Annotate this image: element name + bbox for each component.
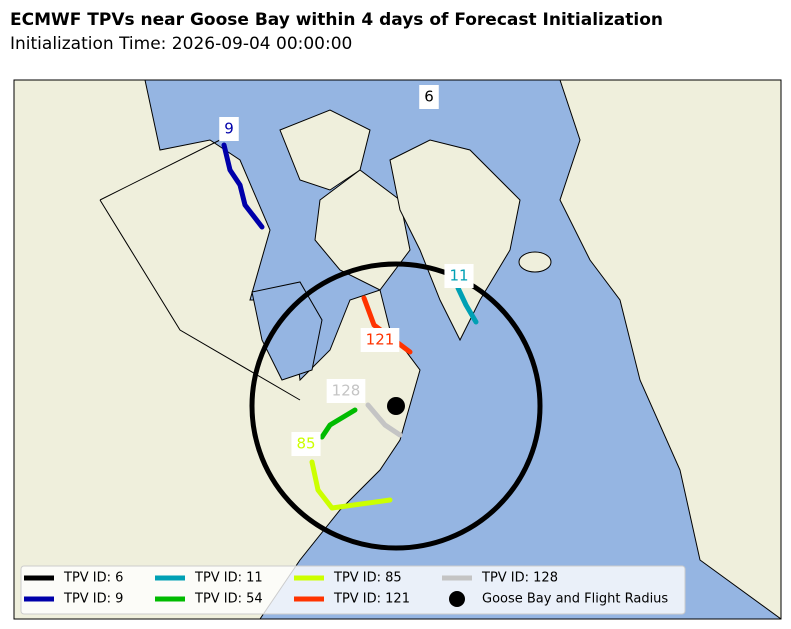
map-label: 128 bbox=[326, 379, 366, 403]
subtitle: Initialization Time: 2026-09-04 00:00:00 bbox=[10, 34, 352, 54]
map-label-box bbox=[291, 432, 321, 456]
map-label: 6 bbox=[419, 85, 439, 109]
map-label-box bbox=[360, 328, 400, 352]
legend-label: Goose Bay and Flight Radius bbox=[482, 592, 668, 607]
map-label-box bbox=[419, 85, 439, 109]
europe bbox=[559, 80, 781, 619]
legend-label: TPV ID: 11 bbox=[194, 571, 263, 586]
map-label: 121 bbox=[360, 328, 400, 352]
map-label-text: 128 bbox=[332, 382, 361, 400]
legend-label: TPV ID: 54 bbox=[194, 592, 263, 607]
track-9 bbox=[221, 142, 265, 230]
map bbox=[14, 80, 781, 619]
map-label-box bbox=[219, 117, 239, 141]
border bbox=[99, 199, 301, 401]
legend-label: TPV ID: 85 bbox=[333, 571, 402, 586]
greenland bbox=[389, 139, 521, 342]
track-54 bbox=[319, 407, 358, 440]
border bbox=[99, 139, 221, 201]
baffin-island bbox=[314, 169, 411, 291]
track-85 bbox=[309, 459, 393, 511]
goose-bay bbox=[387, 397, 405, 415]
track-128 bbox=[365, 402, 403, 438]
map-frame bbox=[13, 79, 782, 620]
map-label-text: 85 bbox=[296, 435, 315, 453]
hudson-bay bbox=[251, 281, 323, 381]
map-label-box bbox=[444, 264, 474, 288]
legend-label: TPV ID: 121 bbox=[333, 592, 410, 607]
iceland bbox=[518, 251, 552, 273]
map-label-text: 6 bbox=[424, 88, 434, 106]
map-label-text: 9 bbox=[224, 120, 234, 138]
labels: 6 9 11 121 128 85 bbox=[219, 85, 474, 456]
map-label-box bbox=[326, 379, 366, 403]
map-label: 9 bbox=[219, 117, 239, 141]
legend-marker bbox=[449, 591, 465, 607]
map-label-text: 11 bbox=[449, 267, 468, 285]
legend-label: TPV ID: 128 bbox=[481, 571, 558, 586]
legend-label: TPV ID: 9 bbox=[63, 592, 123, 607]
map-label-text: 121 bbox=[366, 331, 395, 349]
title: ECMWF TPVs near Goose Bay within 4 days … bbox=[10, 10, 663, 30]
map-label: 85 bbox=[291, 432, 321, 456]
track-11 bbox=[455, 285, 479, 325]
legend-box bbox=[20, 565, 686, 615]
map-label: 11 bbox=[444, 264, 474, 288]
flight-radius bbox=[249, 261, 543, 551]
legend: TPV ID: 6 TPV ID: 9 TPV ID: 11 TPV ID: 54 TP… bbox=[20, 565, 686, 615]
legend-label: TPV ID: 6 bbox=[63, 571, 123, 586]
